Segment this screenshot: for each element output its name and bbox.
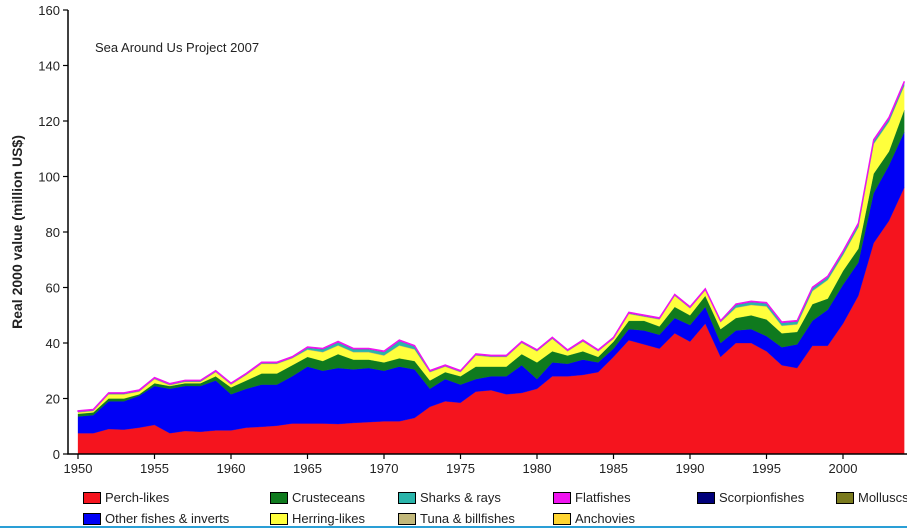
x-tick-label: 1950	[64, 461, 93, 476]
y-tick-label: 120	[38, 114, 60, 129]
y-tick-label: 140	[38, 59, 60, 74]
y-tick-label: 20	[46, 392, 60, 407]
x-tick-label: 1970	[370, 461, 399, 476]
x-tick-label: 1995	[752, 461, 781, 476]
axes: 0 20 40 60 80 100 120 140 160 1950 1955 1960 1965 197…	[38, 3, 907, 476]
chart-title: Sea Around Us Project 2007	[95, 40, 259, 55]
x-tick-label: 1955	[140, 461, 169, 476]
y-tick-label: 60	[46, 281, 60, 296]
y-tick-label: 0	[53, 447, 60, 462]
x-tick-label: 1990	[676, 461, 705, 476]
y-tick-label: 100	[38, 170, 60, 185]
x-tick-label: 1985	[599, 461, 628, 476]
x-tick-label: 2000	[829, 461, 858, 476]
x-tick-label: 1960	[217, 461, 246, 476]
x-tick-label: 1975	[446, 461, 475, 476]
x-tick-label: 1980	[523, 461, 552, 476]
x-tick-label: 1965	[293, 461, 322, 476]
y-tick-label: 80	[46, 225, 60, 240]
divider	[0, 526, 907, 528]
y-axis-label: Real 2000 value (million US$)	[9, 135, 25, 329]
y-tick-label: 40	[46, 336, 60, 351]
area-flatfishes	[77, 81, 905, 412]
area-layers	[77, 81, 905, 455]
y-tick-label: 160	[38, 3, 60, 18]
